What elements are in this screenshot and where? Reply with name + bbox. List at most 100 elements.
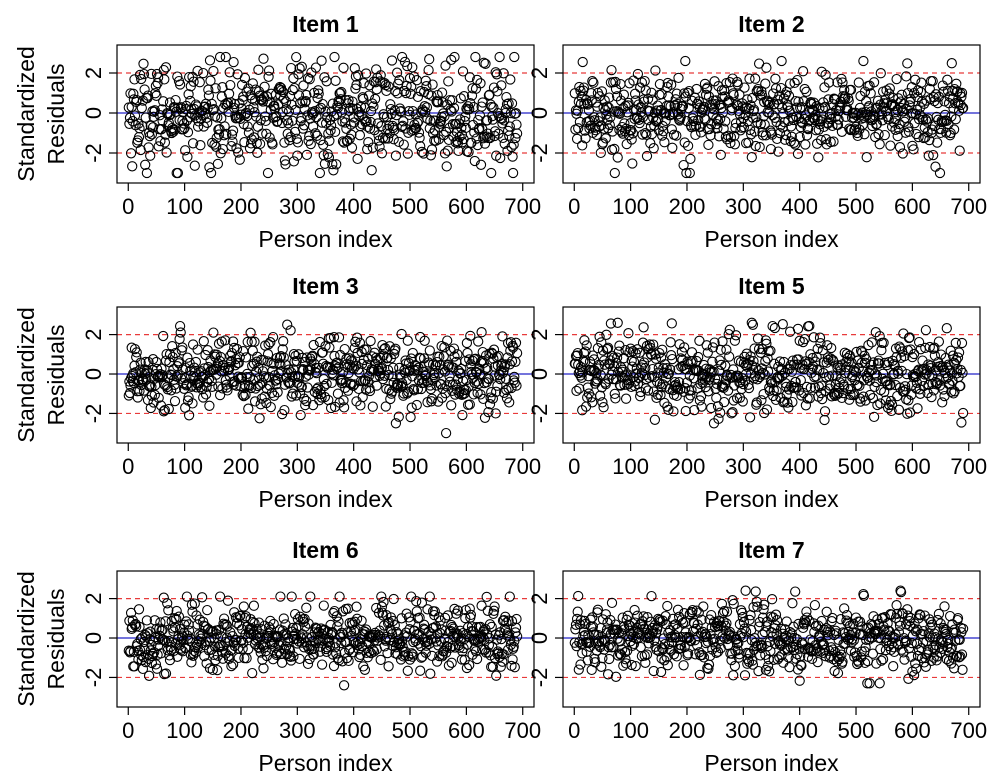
data-point xyxy=(316,55,327,66)
data-point xyxy=(685,153,696,165)
data-point xyxy=(788,137,800,148)
data-point xyxy=(141,167,153,179)
data-point xyxy=(843,95,854,107)
data-point xyxy=(845,84,857,96)
data-point xyxy=(407,105,418,117)
data-point xyxy=(497,132,509,144)
data-point xyxy=(440,60,451,71)
data-point xyxy=(331,109,342,120)
data-point xyxy=(305,138,316,150)
data-point xyxy=(362,144,373,155)
data-point xyxy=(340,95,351,106)
data-point xyxy=(771,133,783,145)
data-point xyxy=(478,57,489,68)
data-point xyxy=(420,106,431,118)
data-point xyxy=(314,395,325,406)
data-point xyxy=(293,90,305,101)
data-point xyxy=(704,123,715,135)
data-point xyxy=(801,130,813,141)
data-point xyxy=(222,595,234,606)
data-point xyxy=(814,103,825,114)
data-point xyxy=(501,91,512,103)
data-point xyxy=(508,139,519,150)
data-point xyxy=(190,356,202,368)
x-tick-label: 200 xyxy=(669,718,706,743)
x-tick-label: 200 xyxy=(669,194,706,219)
data-point xyxy=(275,591,286,602)
y-tick-label: 0 xyxy=(527,632,552,644)
x-tick-label: 100 xyxy=(612,718,649,743)
data-point xyxy=(496,113,508,125)
data-point xyxy=(329,51,340,63)
data-point xyxy=(626,134,637,145)
data-point xyxy=(351,79,362,91)
data-point xyxy=(304,131,315,142)
data-point xyxy=(632,68,644,80)
data-point xyxy=(722,130,734,141)
data-point xyxy=(263,71,274,82)
x-tick-label: 600 xyxy=(448,718,485,743)
panel-item-7: Item 7 0 100 200 300 400 500 600 700 Person index… xyxy=(527,537,987,776)
data-point xyxy=(933,336,945,347)
data-point xyxy=(380,79,391,91)
data-point xyxy=(226,140,237,152)
data-point xyxy=(744,124,756,136)
data-point xyxy=(914,109,925,120)
data-point xyxy=(600,133,611,144)
data-point xyxy=(799,83,810,95)
data-point xyxy=(509,51,520,63)
data-point xyxy=(636,106,647,118)
data-point xyxy=(402,148,413,159)
data-point xyxy=(763,99,774,111)
data-point xyxy=(510,132,521,144)
data-point xyxy=(398,139,409,150)
data-point xyxy=(654,78,666,90)
data-point xyxy=(868,77,880,88)
x-tick-label: 700 xyxy=(504,194,541,219)
data-point xyxy=(761,62,772,73)
data-point xyxy=(223,106,234,118)
data-point xyxy=(656,89,667,100)
data-point xyxy=(937,397,948,408)
data-point xyxy=(365,335,376,347)
y-axis-label-line2: Residuals xyxy=(43,325,69,426)
y-tick-label: 0 xyxy=(527,368,552,380)
data-point xyxy=(744,412,756,423)
data-point xyxy=(213,129,225,140)
data-point xyxy=(425,115,436,126)
data-point xyxy=(245,327,256,338)
data-point xyxy=(691,83,702,95)
data-point xyxy=(426,90,437,101)
data-point xyxy=(424,345,435,356)
data-point xyxy=(172,167,184,179)
data-point xyxy=(187,138,199,149)
data-point xyxy=(299,103,310,115)
data-point xyxy=(612,317,623,328)
data-point xyxy=(942,74,953,85)
data-point xyxy=(665,337,676,348)
data-point xyxy=(635,101,646,113)
x-tick-label: 700 xyxy=(950,194,987,219)
data-point xyxy=(402,335,413,346)
data-point xyxy=(506,98,518,109)
panel-title: Item 7 xyxy=(738,537,804,563)
data-point xyxy=(301,602,312,613)
y-tick-label: -2 xyxy=(81,404,106,424)
data-point xyxy=(939,109,951,121)
data-point xyxy=(309,105,320,117)
data-point xyxy=(427,128,439,139)
data-point xyxy=(358,78,369,89)
data-point xyxy=(134,385,145,397)
data-point xyxy=(402,665,413,676)
data-point xyxy=(865,88,876,99)
x-tick-label: 200 xyxy=(223,454,260,479)
data-point xyxy=(339,343,350,355)
y-tick-label: 2 xyxy=(527,328,552,340)
data-point xyxy=(571,133,583,145)
data-point xyxy=(823,77,835,88)
data-point xyxy=(247,78,258,89)
data-point xyxy=(145,150,156,161)
data-point xyxy=(868,411,880,423)
data-point xyxy=(405,88,416,99)
data-point xyxy=(903,126,915,137)
